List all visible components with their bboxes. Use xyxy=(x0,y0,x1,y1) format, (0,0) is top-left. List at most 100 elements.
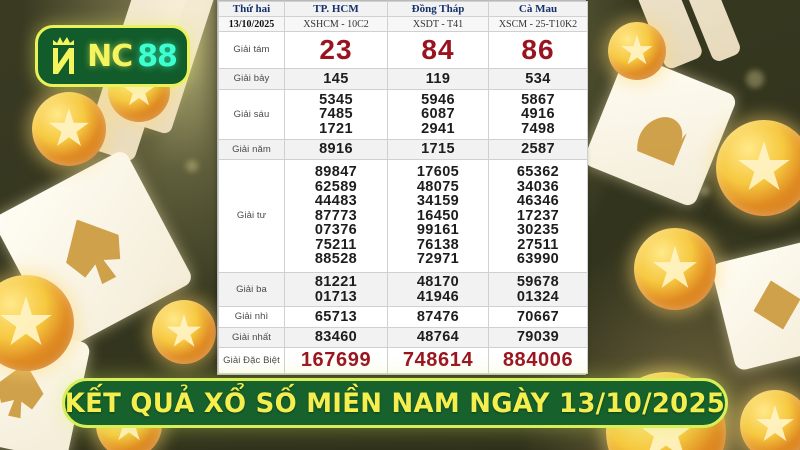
prize-values-hcm: 89847 62589 44483 87773 07376 75211 88528 xyxy=(284,158,388,273)
prize-number: 534 xyxy=(525,70,551,87)
prize-label: Giải ba xyxy=(218,271,285,308)
prize-values-cm: 65362 34036 46346 17237 30235 27511 63990 xyxy=(488,158,588,273)
nc88-logo[interactable]: NC 88 xyxy=(35,25,190,87)
prize-values-hcm: 23 xyxy=(284,31,388,69)
table-header-row: Thứ hai TP. HCM Đồng Tháp Cà Mau xyxy=(218,1,588,17)
prize-number: 84 xyxy=(421,33,455,65)
draw-code-hcm: XSHCM - 10C2 xyxy=(284,15,388,33)
prize-row-second: Giải nhì 65713 87476 70667 xyxy=(218,306,588,328)
prize-values-dt: 87476 xyxy=(387,306,489,328)
prize-number: 1715 xyxy=(421,141,455,157)
prize-number: 27511 xyxy=(517,236,559,253)
prize-number: 70667 xyxy=(516,308,560,325)
prize-number: 59678 xyxy=(516,274,560,291)
prize-number: 99161 xyxy=(416,222,460,239)
prize-number: 167699 xyxy=(300,349,372,372)
draw-code-dt: XSDT - T41 xyxy=(387,15,489,33)
prize-values-cm: 534 xyxy=(488,67,588,91)
bokeh-dot xyxy=(700,186,710,196)
prize-label: Giải Đặc Biệt xyxy=(218,347,285,374)
prize-label: Giải tám xyxy=(218,31,285,69)
spade-pip-icon xyxy=(48,204,139,296)
prize-values-dt: 119 xyxy=(387,67,489,91)
prize-label: Giải sáu xyxy=(218,89,285,140)
prize-row-seventh: Giải bảy 145 119 534 xyxy=(218,67,588,91)
prize-number: 2941 xyxy=(421,120,455,137)
star-coin-icon xyxy=(634,228,716,310)
prize-number: 30235 xyxy=(516,222,560,239)
prize-number: 4916 xyxy=(521,106,555,123)
prize-label: Giải nhì xyxy=(218,306,285,328)
crown-icon xyxy=(48,36,82,76)
header-province-dt: Đồng Tháp xyxy=(387,1,489,17)
prize-number: 72971 xyxy=(416,251,460,268)
prize-number: 145 xyxy=(323,70,349,87)
prize-number: 83460 xyxy=(314,329,358,346)
star-coin-icon xyxy=(716,120,800,216)
prize-values-hcm: 5345 7485 1721 xyxy=(284,89,388,140)
prize-number: 34036 xyxy=(516,178,560,195)
prize-number: 87773 xyxy=(314,207,358,224)
bokeh-dot xyxy=(186,160,198,172)
prize-number: 65713 xyxy=(314,308,358,325)
prize-number: 7485 xyxy=(319,106,353,123)
prize-number: 48764 xyxy=(416,329,460,346)
prize-row-third: Giải ba 81221 01713 48170 41946 59678 01324 xyxy=(218,271,588,308)
prize-number: 17605 xyxy=(416,164,460,181)
prize-number: 46346 xyxy=(516,193,560,210)
prize-values-dt: 84 xyxy=(387,31,489,69)
heart-pip-icon xyxy=(625,95,695,166)
prize-number: 34159 xyxy=(416,193,460,210)
prize-values-dt: 48764 xyxy=(387,326,489,349)
prize-number: 748614 xyxy=(402,349,474,372)
prize-number: 01713 xyxy=(314,288,358,305)
bokeh-dot xyxy=(746,70,764,88)
prize-number: 81221 xyxy=(314,274,358,291)
prize-values-cm: 70667 xyxy=(488,306,588,328)
prize-row-fourth: Giải tư 89847 62589 44483 87773 07376 75211 88… xyxy=(218,158,588,273)
prize-label: Giải bảy xyxy=(218,67,285,91)
prize-number: 76138 xyxy=(416,236,460,253)
prize-number: 41946 xyxy=(416,288,460,305)
header-province-cm: Cà Mau xyxy=(488,1,588,17)
prize-values-dt: 748614 xyxy=(387,347,489,374)
prize-values-cm: 884006 xyxy=(488,347,588,374)
diamond-pip-icon xyxy=(747,275,800,336)
logo-wordmark-nc: NC xyxy=(87,38,133,74)
prize-values-cm: 79039 xyxy=(488,326,588,349)
prize-label: Giải tư xyxy=(218,158,285,273)
star-coin-icon xyxy=(32,92,106,166)
star-coin-icon xyxy=(740,390,800,450)
prize-number: 17237 xyxy=(516,207,560,224)
prize-number: 07376 xyxy=(314,222,358,239)
prize-row-first: Giải nhất 83460 48764 79039 xyxy=(218,326,588,349)
prize-number: 79039 xyxy=(516,329,560,346)
prize-number: 65362 xyxy=(516,164,560,181)
prize-number: 88528 xyxy=(314,251,358,268)
prize-row-sixth: Giải sáu 5345 7485 1721 5946 6087 2941 5867 4… xyxy=(218,89,588,140)
prize-number: 01324 xyxy=(516,288,560,305)
lottery-results-table: Thứ hai TP. HCM Đồng Tháp Cà Mau 13/10/2… xyxy=(217,0,588,375)
table-subheader-row: 13/10/2025 XSHCM - 10C2 XSDT - T41 XSCM … xyxy=(218,15,588,33)
header-day: Thứ hai xyxy=(218,1,285,17)
banner-title: KẾT QUẢ XỔ SỐ MIỀN NAM NGÀY 13/10/2025 xyxy=(64,387,726,419)
prize-number: 2587 xyxy=(521,141,555,157)
prize-number: 5867 xyxy=(521,91,555,108)
prize-row-special: Giải Đặc Biệt 167699 748614 884006 xyxy=(218,347,588,374)
prize-number: 119 xyxy=(425,70,451,87)
star-coin-icon xyxy=(0,275,74,371)
prize-number: 6087 xyxy=(421,106,455,123)
prize-row-eighth: Giải tám 23 84 86 xyxy=(218,31,588,69)
header-province-hcm: TP. HCM xyxy=(284,1,388,17)
star-coin-icon xyxy=(152,300,216,364)
prize-number: 75211 xyxy=(315,236,357,253)
prize-values-cm: 2587 xyxy=(488,138,588,160)
prize-values-cm: 59678 01324 xyxy=(488,271,588,308)
prize-label: Giải nhất xyxy=(218,326,285,349)
prize-number: 48075 xyxy=(416,178,460,195)
prize-values-dt: 17605 48075 34159 16450 99161 76138 72971 xyxy=(387,158,489,273)
prize-number: 5946 xyxy=(421,91,455,108)
prize-number: 86 xyxy=(521,33,555,65)
prize-number: 884006 xyxy=(502,349,574,372)
prize-values-hcm: 8916 xyxy=(284,138,388,160)
